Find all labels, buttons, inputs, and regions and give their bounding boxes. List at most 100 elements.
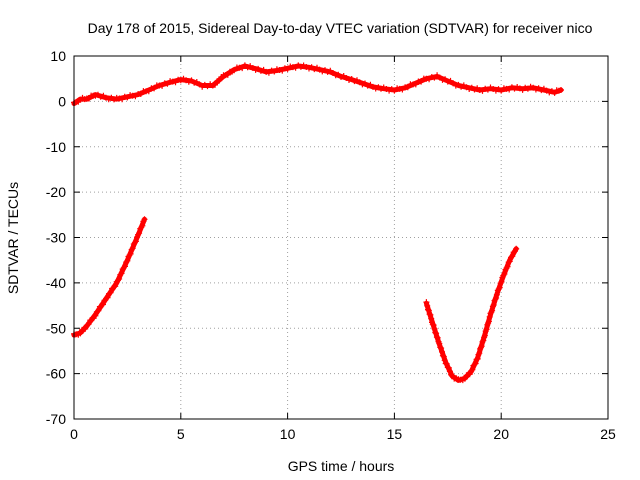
data-point — [77, 330, 84, 337]
data-point — [466, 371, 473, 378]
data-point — [430, 322, 437, 329]
data-point — [527, 83, 534, 90]
data-point — [201, 81, 208, 88]
data-point — [481, 332, 488, 339]
data-point — [428, 315, 435, 322]
data-point — [476, 87, 483, 93]
data-point — [497, 280, 504, 287]
data-point — [224, 71, 231, 78]
data-point — [489, 307, 496, 314]
grid-lines — [74, 56, 608, 419]
data-point — [501, 271, 508, 277]
data-point — [92, 312, 99, 319]
data-point — [504, 263, 511, 270]
x-tick-label: 5 — [177, 426, 185, 442]
data-point — [486, 313, 493, 320]
data-point — [440, 353, 447, 360]
y-tick-label: 10 — [50, 48, 66, 64]
data-point — [538, 87, 545, 94]
data-point — [476, 350, 483, 357]
data-point — [496, 284, 503, 291]
data-point — [311, 66, 318, 73]
data-point — [126, 252, 133, 259]
data-point — [319, 68, 326, 75]
data-point — [490, 302, 497, 308]
data-point — [471, 86, 478, 93]
data-point — [458, 83, 465, 90]
data-point — [116, 95, 123, 102]
x-tick-label: 25 — [600, 426, 616, 442]
data-point — [151, 85, 158, 92]
data-point — [480, 337, 487, 344]
y-axis-title: SDTVAR / TECUs — [5, 182, 21, 294]
data-point — [423, 299, 430, 306]
data-point — [131, 239, 138, 246]
data-point — [338, 74, 344, 80]
data-point — [483, 326, 490, 333]
data-point — [129, 245, 136, 252]
data-point — [129, 92, 136, 99]
data-point — [132, 238, 139, 245]
data-point — [439, 352, 446, 359]
data-point — [85, 321, 92, 328]
data-point — [433, 330, 440, 337]
data-point — [431, 325, 438, 332]
data-point — [492, 296, 499, 303]
data-point — [100, 301, 106, 308]
data-series — [71, 62, 564, 384]
data-point — [429, 321, 436, 328]
data-point — [104, 294, 111, 301]
data-point — [469, 366, 476, 373]
data-point — [472, 360, 479, 367]
data-point — [239, 65, 246, 72]
data-point — [478, 343, 485, 350]
data-point — [281, 65, 288, 72]
data-point — [216, 77, 223, 84]
data-point — [482, 85, 489, 92]
data-point — [112, 283, 119, 290]
data-point — [273, 66, 280, 73]
y-tick-label: -50 — [46, 320, 66, 336]
y-tick-label: -10 — [46, 139, 66, 155]
data-point — [461, 375, 468, 382]
data-point — [432, 329, 439, 336]
data-point — [493, 291, 500, 298]
data-point — [268, 67, 275, 74]
data-point — [423, 75, 430, 82]
data-point — [212, 81, 218, 88]
data-point — [505, 259, 512, 266]
data-point — [424, 302, 431, 309]
data-point — [448, 371, 454, 378]
data-point — [479, 338, 486, 345]
chart-title: Day 178 of 2015, Sidereal Day-to-day VTE… — [88, 20, 593, 36]
data-point — [263, 68, 270, 75]
data-point — [418, 78, 425, 85]
data-point — [257, 67, 264, 74]
data-point — [438, 345, 445, 352]
plot-frame — [73, 55, 609, 420]
data-point — [477, 344, 484, 351]
data-point — [427, 311, 434, 318]
data-point — [118, 270, 125, 277]
data-point — [124, 257, 131, 264]
data-point — [441, 357, 448, 364]
data-point — [452, 82, 459, 89]
data-point — [445, 364, 452, 371]
data-point — [439, 348, 445, 355]
series-lower-track-2 — [423, 245, 520, 384]
x-tick-label: 0 — [70, 426, 78, 442]
data-point — [346, 77, 352, 83]
data-point — [510, 249, 517, 256]
data-point — [372, 85, 379, 92]
data-point — [139, 222, 146, 229]
data-point — [378, 85, 384, 92]
data-point — [82, 325, 89, 332]
data-point — [444, 78, 451, 85]
data-point — [509, 253, 516, 260]
x-tick-label: 10 — [280, 426, 296, 442]
data-point — [508, 254, 514, 261]
data-point — [558, 87, 564, 93]
data-point — [116, 276, 123, 282]
data-point — [434, 334, 441, 341]
